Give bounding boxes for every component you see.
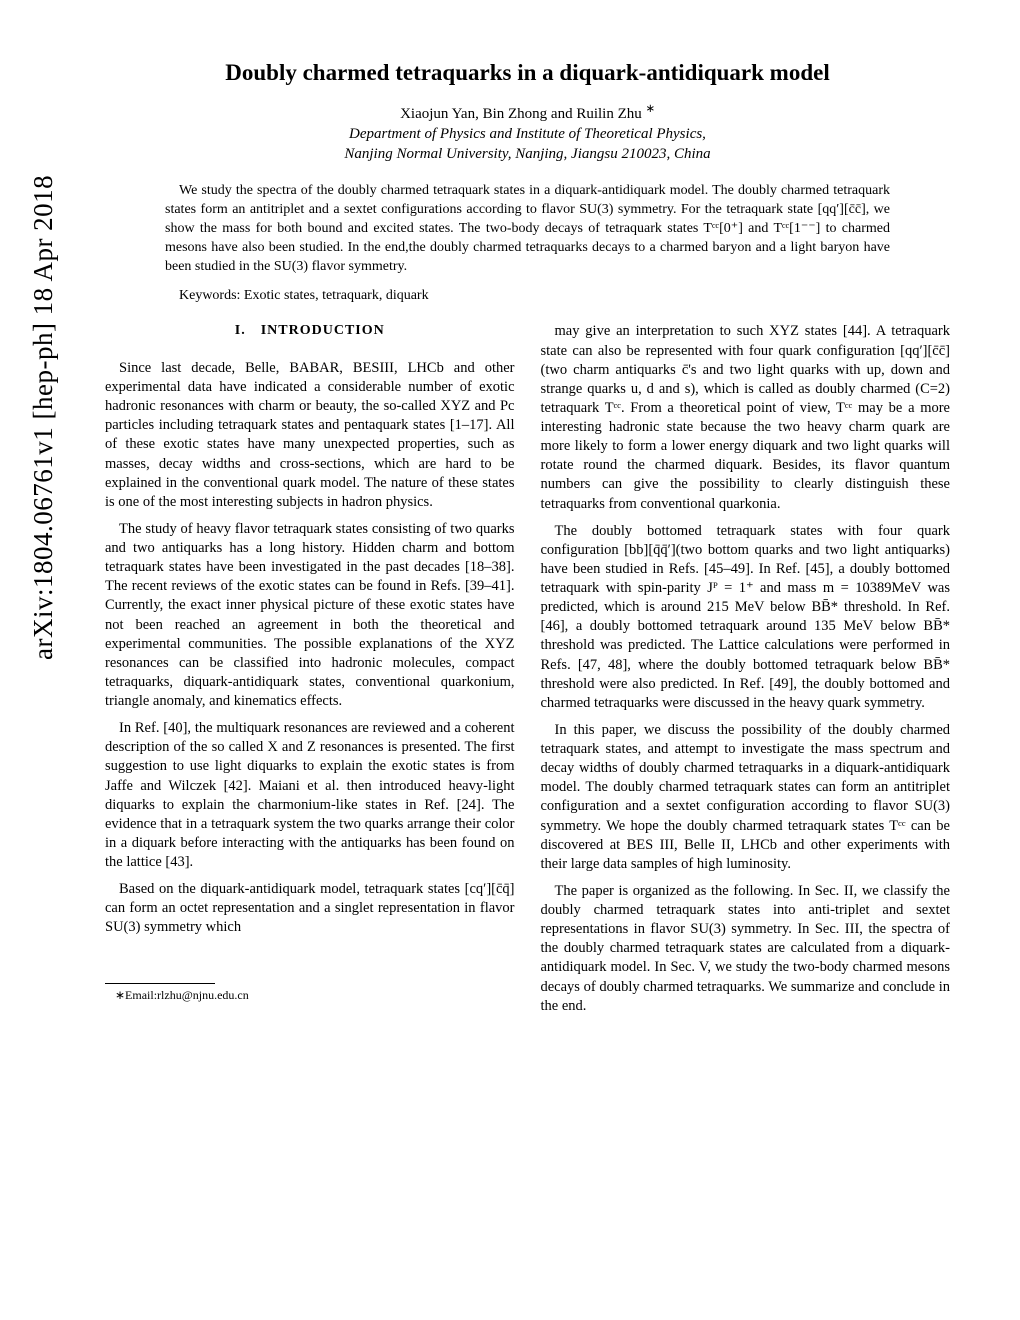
arxiv-stamp: arXiv:1804.06761v1 [hep-ph] 18 Apr 2018 bbox=[28, 175, 59, 660]
paragraph: Since last decade, Belle, BABAR, BESIII,… bbox=[105, 359, 515, 512]
abstract: We study the spectra of the doubly charm… bbox=[165, 182, 890, 276]
section-heading: I. INTRODUCTION bbox=[105, 322, 515, 340]
paragraph: The paper is organized as the following.… bbox=[541, 882, 951, 1016]
affiliation-line-1: Department of Physics and Institute of T… bbox=[105, 125, 950, 145]
paragraph: Based on the diquark-antidiquark model, … bbox=[105, 880, 515, 937]
author-names: Xiaojun Yan, Bin Zhong and Ruilin Zhu bbox=[400, 106, 645, 122]
authors: Xiaojun Yan, Bin Zhong and Ruilin Zhu ∗ bbox=[105, 102, 950, 123]
paragraph: In Ref. [40], the multiquark resonances … bbox=[105, 719, 515, 872]
page-content: Doubly charmed tetraquarks in a diquark-… bbox=[105, 0, 950, 1016]
affiliation-line-2: Nanjing Normal University, Nanjing, Jian… bbox=[105, 145, 950, 165]
paragraph: The doubly bottomed tetraquark states wi… bbox=[541, 522, 951, 713]
keywords: Keywords: Exotic states, tetraquark, diq… bbox=[165, 288, 890, 304]
footnote: ∗Email:rlzhu@njnu.edu.cn bbox=[105, 988, 515, 1004]
body-columns: I. INTRODUCTION Since last decade, Belle… bbox=[105, 322, 950, 1015]
paragraph: may give an interpretation to such XYZ s… bbox=[541, 322, 951, 513]
paper-title: Doubly charmed tetraquarks in a diquark-… bbox=[105, 60, 950, 86]
footnote-rule bbox=[105, 983, 215, 984]
corresponding-marker: ∗ bbox=[645, 103, 654, 115]
paragraph: The study of heavy flavor tetraquark sta… bbox=[105, 520, 515, 711]
paragraph: In this paper, we discuss the possibilit… bbox=[541, 721, 951, 874]
